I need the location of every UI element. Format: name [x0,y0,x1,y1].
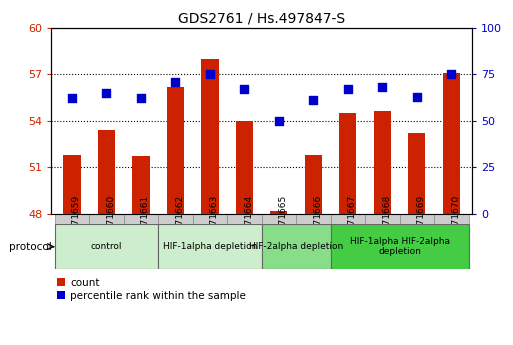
Point [309,98,318,103]
Bar [305,155,322,214]
Text: GSM71662: GSM71662 [175,195,185,244]
Bar [98,130,115,214]
Bar [201,59,219,214]
Point [447,71,456,77]
Bar [262,224,330,269]
Point [344,86,352,92]
Text: HIF-1alpha depletion: HIF-1alpha depletion [163,242,257,251]
Bar [373,111,391,214]
Text: GSM71668: GSM71668 [382,195,391,244]
Bar [330,224,468,269]
Text: GSM71659: GSM71659 [72,195,81,244]
Bar [408,133,425,214]
Point [103,90,111,96]
Bar [443,73,460,214]
Point [275,118,283,124]
Text: control: control [91,242,122,251]
Bar [270,211,287,214]
Bar [132,157,150,214]
Text: GSM71670: GSM71670 [451,195,460,244]
Bar [167,87,184,214]
Point [68,96,76,101]
Point [378,85,386,90]
Text: GSM71667: GSM71667 [348,195,357,244]
Point [137,96,145,101]
Bar [193,214,227,224]
Bar [262,214,296,224]
Bar [227,214,262,224]
Bar [330,214,365,224]
Legend: count, percentile rank within the sample: count, percentile rank within the sample [56,278,246,301]
Bar [55,214,89,224]
Text: GSM71663: GSM71663 [210,195,219,244]
Bar [339,113,357,214]
Point [240,86,248,92]
Point [412,94,421,99]
Text: HIF-2alpha depletion: HIF-2alpha depletion [249,242,343,251]
Text: GSM71661: GSM71661 [141,195,150,244]
Point [171,79,180,85]
Bar [236,121,253,214]
Text: HIF-1alpha HIF-2alpha
depletion: HIF-1alpha HIF-2alpha depletion [349,237,449,256]
Bar [434,214,468,224]
Text: GSM71666: GSM71666 [313,195,322,244]
Bar [158,214,193,224]
Text: GSM71669: GSM71669 [417,195,426,244]
Text: GSM71665: GSM71665 [279,195,288,244]
Point [206,71,214,77]
Text: GSM71660: GSM71660 [107,195,115,244]
Title: GDS2761 / Hs.497847-S: GDS2761 / Hs.497847-S [178,11,345,25]
Bar [296,214,330,224]
Bar [365,214,400,224]
Bar [64,155,81,214]
Bar [158,224,262,269]
Bar [400,214,434,224]
Text: protocol: protocol [9,242,51,252]
Bar [124,214,158,224]
Text: GSM71664: GSM71664 [244,195,253,244]
Bar [55,224,158,269]
Bar [89,214,124,224]
